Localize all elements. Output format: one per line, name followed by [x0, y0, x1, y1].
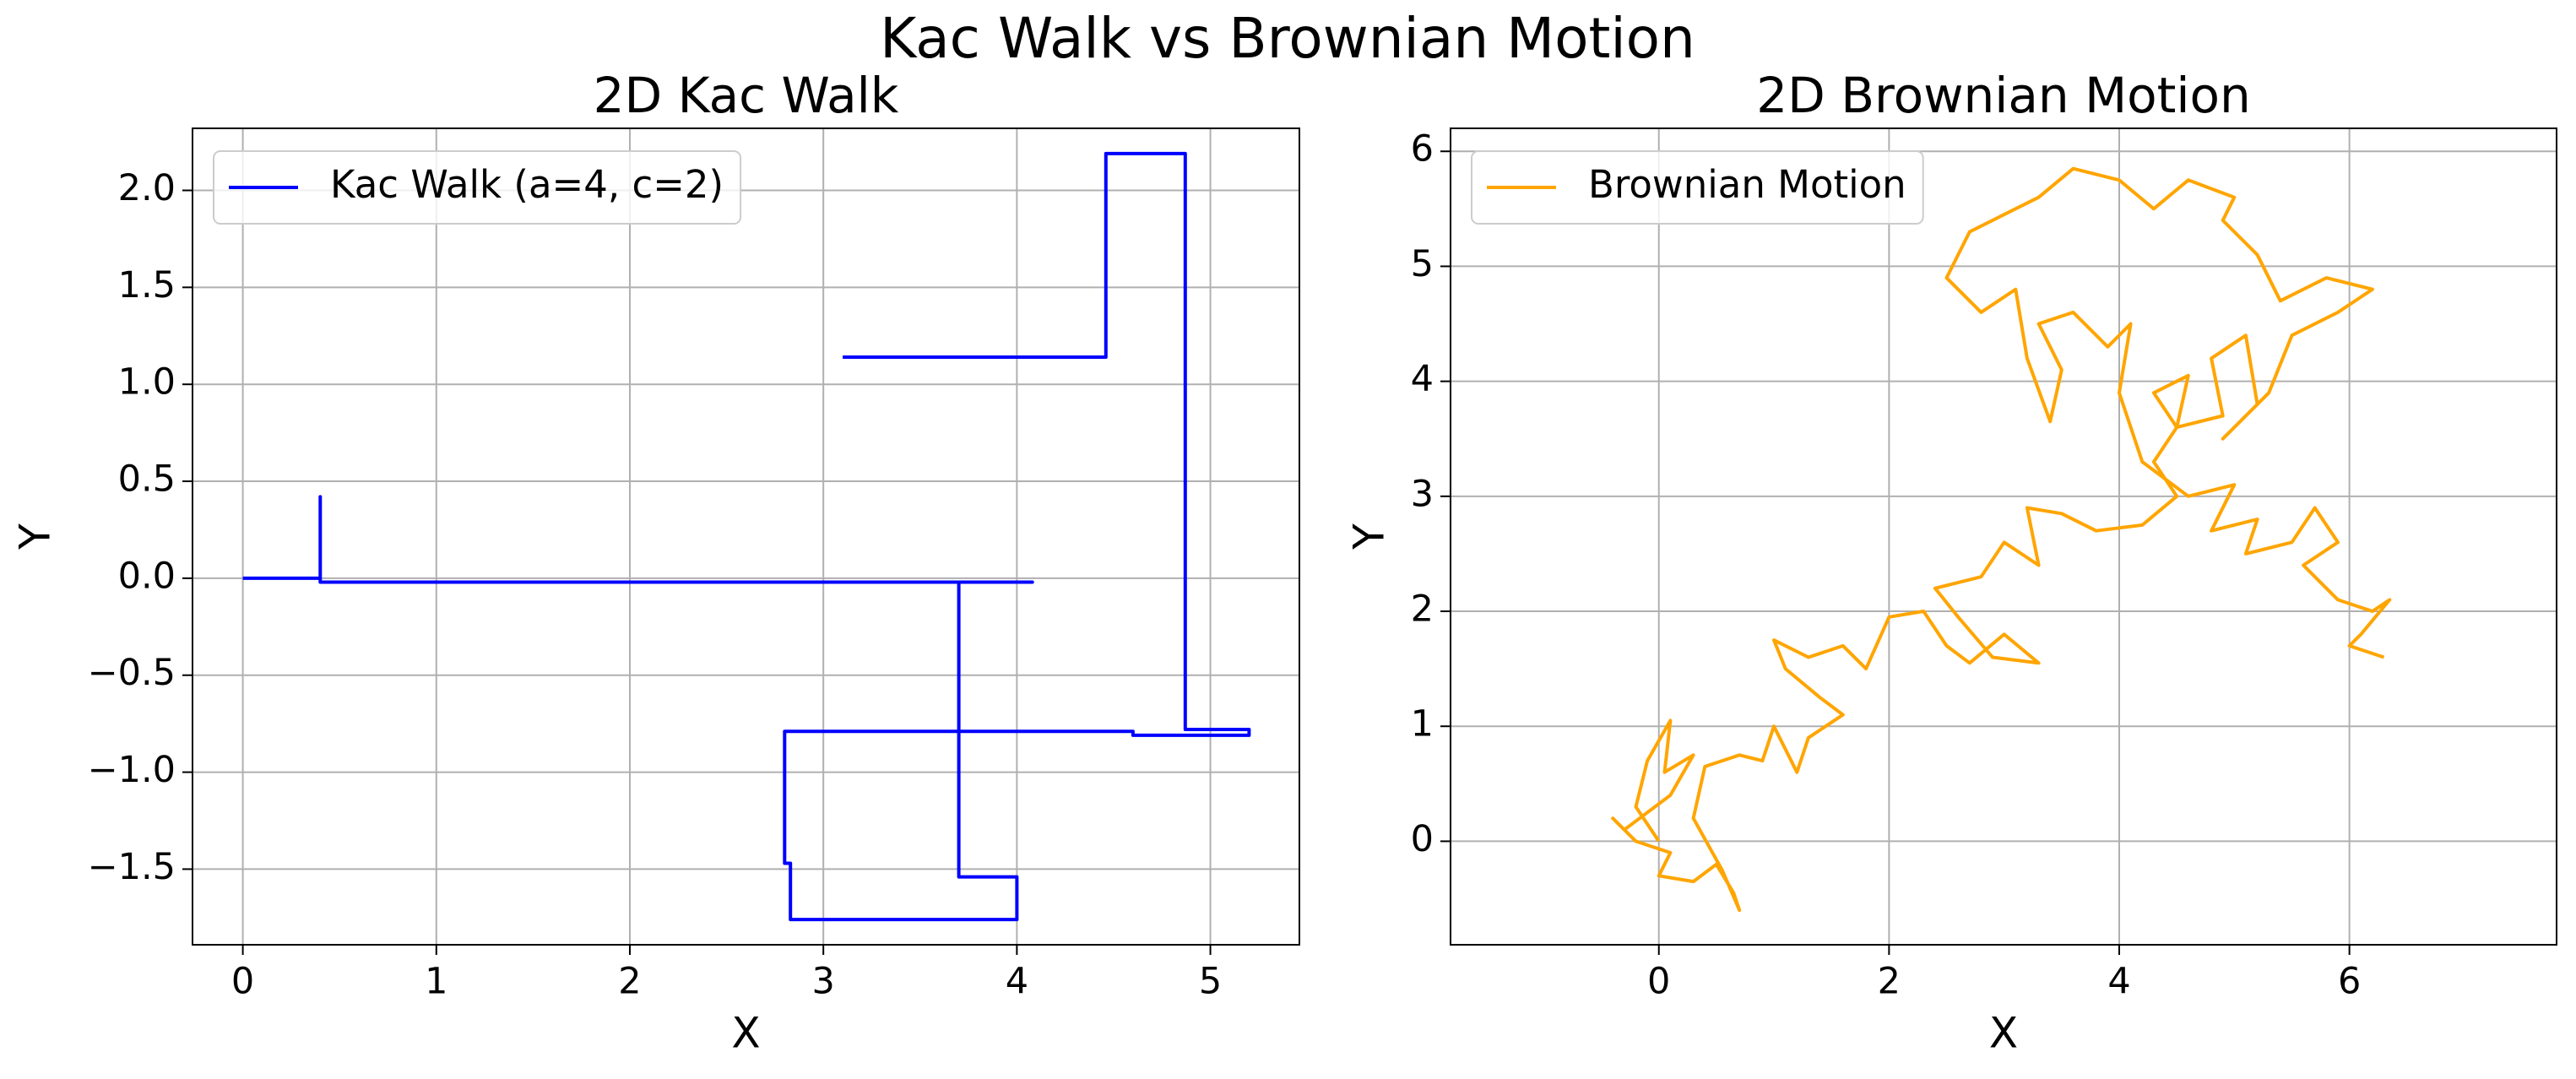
x-tick-label: 0 — [1647, 961, 1670, 1003]
x-tick-label: 6 — [2338, 961, 2361, 1003]
y-tick-label: 5 — [1411, 243, 1434, 285]
x-axis-label: X — [731, 1009, 760, 1058]
x-tick-label: 0 — [231, 961, 254, 1003]
series-line — [242, 151, 1251, 922]
x-tick-label: 2 — [618, 961, 641, 1003]
y-tick-label: 1.0 — [118, 361, 176, 404]
x-tick-label: 1 — [425, 961, 447, 1003]
y-tick-label: 0.0 — [118, 555, 176, 597]
y-tick-label: 0.5 — [118, 458, 176, 501]
y-tick-label: −1.5 — [88, 846, 176, 888]
figure-title: Kac Walk vs Brownian Motion — [880, 6, 1695, 71]
y-tick-label: 2 — [1411, 588, 1434, 631]
series-line — [1611, 166, 2392, 913]
y-tick-label: −0.5 — [88, 652, 176, 694]
y-axis-label: Y — [11, 523, 60, 550]
x-axis-label: X — [1989, 1009, 2018, 1058]
y-tick-label: −1.0 — [88, 749, 176, 791]
axes-frame — [1450, 127, 2557, 946]
y-tick-label: 0 — [1411, 818, 1434, 860]
x-tick-label: 4 — [2107, 961, 2130, 1003]
axes-title: 2D Kac Walk — [594, 67, 899, 124]
y-tick-label: 1 — [1411, 703, 1434, 746]
y-tick-label: 3 — [1411, 473, 1434, 515]
axes-title: 2D Brownian Motion — [1756, 67, 2251, 124]
y-tick-label: 2.0 — [118, 167, 176, 209]
axes-frame — [192, 127, 1300, 946]
y-axis-label: Y — [1345, 523, 1394, 550]
x-tick-label: 4 — [1006, 961, 1028, 1003]
x-tick-label: 5 — [1199, 961, 1222, 1003]
y-tick-label: 4 — [1411, 358, 1434, 400]
y-tick-label: 1.5 — [118, 264, 176, 306]
legend-label: Brownian Motion — [1588, 162, 1906, 207]
legend-label: Kac Walk (a=4, c=2) — [330, 162, 724, 207]
legend-box — [1471, 150, 1924, 225]
y-tick-label: 6 — [1411, 128, 1434, 171]
x-tick-label: 3 — [811, 961, 834, 1003]
x-tick-label: 2 — [1878, 961, 1901, 1003]
legend-box — [213, 150, 742, 225]
